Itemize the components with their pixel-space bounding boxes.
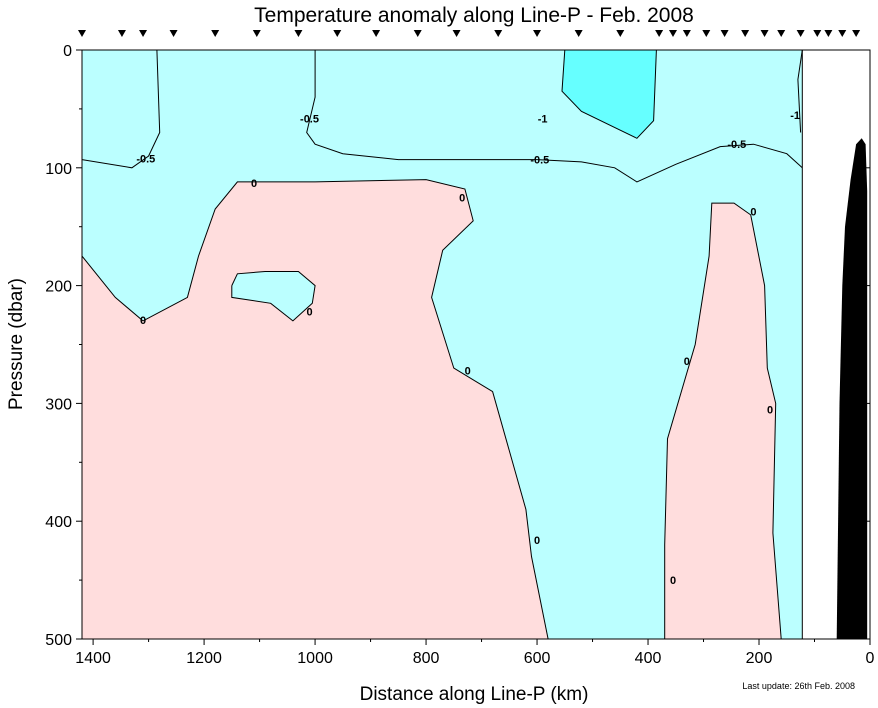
station-marker-11	[494, 30, 503, 37]
station-marker-17	[682, 30, 691, 37]
station-marker-25	[824, 30, 833, 37]
y-tick-label-0: 0	[63, 43, 72, 60]
contour-line-0	[561, 50, 657, 139]
station-marker-16	[669, 30, 677, 37]
contour-label-7: 0	[459, 192, 465, 204]
station-marker-14	[616, 30, 625, 37]
x-tick-label-0: 1400	[75, 650, 111, 667]
x-tick-label-3: 800	[413, 650, 440, 667]
station-marker-0	[78, 30, 86, 37]
contour-label-1: -0.5	[300, 113, 319, 125]
contour-label-4: -0.5	[727, 139, 746, 151]
contour-lines	[82, 50, 803, 639]
contour-label-12: 0	[670, 575, 676, 587]
y-tick-label-4: 400	[45, 514, 72, 531]
station-marker-6	[294, 30, 303, 37]
station-marker-18	[702, 30, 711, 37]
contour-label-5: -1	[790, 110, 800, 122]
contour-label-6: 0	[251, 178, 257, 190]
contour-label-0: -0.5	[136, 153, 155, 165]
contour-line-5	[231, 271, 316, 322]
station-marker-21	[760, 30, 769, 37]
contour-label-8: 0	[140, 315, 146, 327]
y-tick-label-2: 200	[45, 279, 72, 296]
contour-line-4	[82, 179, 549, 639]
contour-line-3	[306, 50, 803, 183]
y-axis: 0 100 200 300 400 500	[45, 43, 870, 649]
station-marker-13	[574, 30, 583, 37]
contour-label-10: 0	[465, 365, 471, 377]
contour-line-2	[82, 50, 161, 169]
station-marker-20	[741, 30, 750, 37]
station-marker-9	[413, 30, 422, 37]
station-marker-27	[852, 30, 861, 37]
contour-line-6	[664, 202, 782, 639]
station-marker-22	[777, 30, 786, 37]
y-axis-label: Pressure (dbar)	[6, 278, 27, 410]
station-marker-5	[252, 30, 261, 37]
fill-region-warm-east	[664, 203, 782, 639]
station-markers	[78, 30, 861, 37]
fill-region-warm-west	[82, 179, 549, 639]
station-marker-24	[813, 30, 822, 37]
contour-label-14: 0	[750, 206, 756, 218]
x-tick-label-1: 1200	[186, 650, 222, 667]
station-marker-4	[211, 30, 220, 37]
station-marker-15	[655, 30, 664, 37]
x-tick-label-2: 1000	[297, 650, 333, 667]
station-marker-19	[720, 30, 729, 37]
x-tick-label-7: 0	[866, 650, 875, 667]
contour-label-3: -0.5	[530, 155, 549, 167]
bathymetry	[836, 138, 868, 639]
x-tick-label-6: 200	[746, 650, 773, 667]
station-marker-2	[139, 30, 148, 37]
contour-line-1	[797, 50, 803, 133]
contour-label-2: -1	[538, 113, 548, 125]
contour-label-9: 0	[306, 307, 312, 319]
station-marker-7	[333, 30, 342, 37]
contour-label-11: 0	[534, 535, 540, 547]
y-tick-label-1: 100	[45, 161, 72, 178]
station-marker-3	[169, 30, 178, 37]
contour-label-13: 0	[684, 356, 690, 368]
x-axis-label: Distance along Line-P (km)	[360, 684, 589, 705]
contour-label-15: 0	[767, 404, 773, 416]
station-marker-23	[796, 30, 805, 37]
contour-fills	[82, 50, 870, 639]
station-marker-12	[533, 30, 542, 37]
y-tick-label-3: 300	[45, 396, 72, 413]
bathymetry-shape	[836, 138, 868, 639]
contour-labels: -0.5 -0.5 -1 -0.5 -0.5 -1 0 0 0 0 0 0 0 0 0 0	[136, 110, 800, 587]
x-tick-label-4: 600	[524, 650, 551, 667]
station-marker-1	[117, 30, 126, 37]
fill-region-cool-eddy	[231, 271, 316, 321]
station-marker-8	[372, 30, 381, 37]
x-axis: 1400 1200 1000 800 600 400 200 0	[75, 639, 875, 667]
station-marker-26	[838, 30, 847, 37]
last-update-note: Last update: 26th Feb. 2008	[742, 681, 855, 691]
y-tick-label-5: 500	[45, 632, 72, 649]
x-tick-label-5: 400	[635, 650, 662, 667]
station-marker-10	[452, 30, 461, 37]
chart-title: Temperature anomaly along Line-P - Feb. …	[254, 4, 694, 27]
fill-region-cold-core	[562, 50, 657, 139]
